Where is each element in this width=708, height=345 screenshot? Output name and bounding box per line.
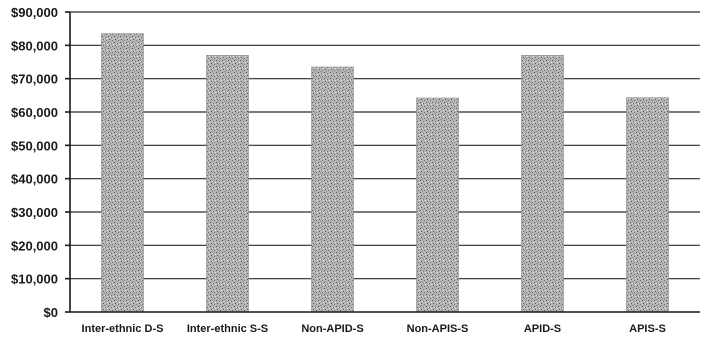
y-tick-label: $40,000 xyxy=(11,172,58,187)
bar xyxy=(626,97,669,313)
y-tick-label: $30,000 xyxy=(11,205,58,220)
x-axis-ticks: Inter-ethnic D-S Inter-ethnic S-S Non-APID… xyxy=(82,323,666,335)
y-tick-label: $10,000 xyxy=(11,272,58,287)
y-tick-label: $70,000 xyxy=(11,72,58,87)
y-tick-label: $80,000 xyxy=(11,38,58,53)
bar xyxy=(416,97,459,313)
y-tick-label: $90,000 xyxy=(11,5,58,20)
gridlines xyxy=(70,11,700,280)
y-tick-label: $0 xyxy=(44,305,58,320)
y-axis-ticks: $0 $10,000 $20,000 $30,000 $40,000 $50,000 $60… xyxy=(11,5,70,320)
bar xyxy=(101,33,144,313)
x-tick-label: Inter-ethnic S-S xyxy=(187,323,268,335)
y-tick-label: $50,000 xyxy=(11,138,58,153)
x-tick-label: Non-APID-S xyxy=(301,323,363,335)
y-tick-label: $20,000 xyxy=(11,238,58,253)
x-tick-label: Non-APIS-S xyxy=(407,323,469,335)
bars xyxy=(101,33,669,313)
x-tick-label: Inter-ethnic D-S xyxy=(82,323,164,335)
bar xyxy=(521,55,564,313)
y-tick-label: $60,000 xyxy=(11,105,58,120)
bar xyxy=(311,66,354,313)
bar xyxy=(206,55,249,313)
x-tick-label: APIS-S xyxy=(629,323,666,335)
x-tick-label: APID-S xyxy=(524,323,561,335)
